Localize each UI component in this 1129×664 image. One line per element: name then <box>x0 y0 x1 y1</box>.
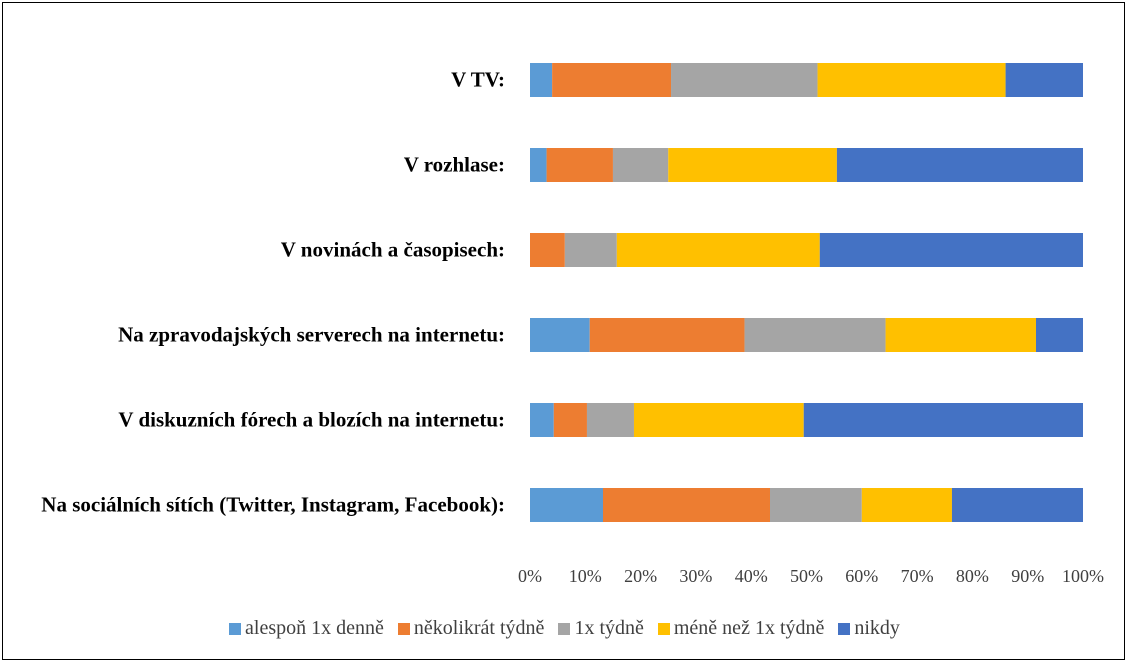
bar-segment <box>803 403 1083 437</box>
bar-segment <box>1005 63 1083 97</box>
x-tick-label: 100% <box>1062 566 1104 586</box>
bar-segment <box>546 148 613 182</box>
legend-swatch <box>397 622 410 635</box>
legend-swatch <box>229 622 242 635</box>
bar-segment <box>530 318 590 352</box>
x-tick-label: 90% <box>1011 566 1044 586</box>
legend: alespoň 1x denně několikrát týdně 1x týdně… <box>0 617 1129 640</box>
legend-label: alespoň 1x denně <box>245 617 384 639</box>
x-tick-label: 40% <box>735 566 768 586</box>
bar-segment <box>671 63 818 97</box>
legend-label: méně než 1x týdně <box>673 617 825 639</box>
category-label: Na sociálních sítích (Twitter, Instagram… <box>41 492 505 517</box>
bar-segment <box>530 148 547 182</box>
legend-item: méně než 1x týdně <box>657 617 825 640</box>
x-tick-label: 10% <box>569 566 602 586</box>
bar-segment <box>552 63 672 97</box>
category-label: V TV: <box>451 67 505 92</box>
category-label: V diskuzních fórech a blozích na interne… <box>118 407 505 432</box>
legend-label: nikdy <box>854 617 900 639</box>
legend-item: několikrát týdně <box>397 617 545 640</box>
bar-segment <box>885 318 1036 352</box>
bar-segment <box>633 403 804 437</box>
bar-segment <box>861 488 952 522</box>
x-tick-label: 20% <box>624 566 657 586</box>
legend-item: 1x týdně <box>558 617 644 640</box>
bar-segment <box>564 233 617 267</box>
bar-segment <box>586 403 634 437</box>
legend-item: nikdy <box>838 617 900 640</box>
bar-segment <box>616 233 820 267</box>
bar-segment <box>836 148 1083 182</box>
category-label: Na zpravodajských serverech na internetu… <box>118 322 505 347</box>
x-tick-label: 60% <box>845 566 878 586</box>
bar-segment <box>530 233 565 267</box>
legend-label: 1x týdně <box>574 617 644 639</box>
bar-segment <box>951 488 1083 522</box>
x-tick-label: 50% <box>790 566 823 586</box>
bar-segment <box>770 488 862 522</box>
bar-segment <box>553 403 587 437</box>
bar-segment <box>668 148 837 182</box>
legend-label: několikrát týdně <box>413 617 545 639</box>
x-tick-label: 80% <box>956 566 989 586</box>
bar-segment <box>1035 318 1083 352</box>
x-tick-label: 0% <box>518 566 542 586</box>
category-label: V novinách a časopisech: <box>280 237 505 262</box>
bar-segment <box>744 318 886 352</box>
legend-item: alespoň 1x denně <box>229 617 384 640</box>
legend-swatch <box>558 622 571 635</box>
legend-swatch <box>657 622 670 635</box>
bar-segment <box>602 488 771 522</box>
category-label: V rozhlase: <box>403 152 505 177</box>
bar-segment <box>530 403 554 437</box>
bar-segment <box>530 63 553 97</box>
x-tick-label: 30% <box>679 566 712 586</box>
bar-segment <box>589 318 745 352</box>
bar-segment <box>817 63 1006 97</box>
legend-swatch <box>838 622 851 635</box>
bar-segment <box>819 233 1083 267</box>
x-tick-label: 70% <box>901 566 934 586</box>
bar-segment <box>530 488 603 522</box>
bar-segment <box>612 148 669 182</box>
